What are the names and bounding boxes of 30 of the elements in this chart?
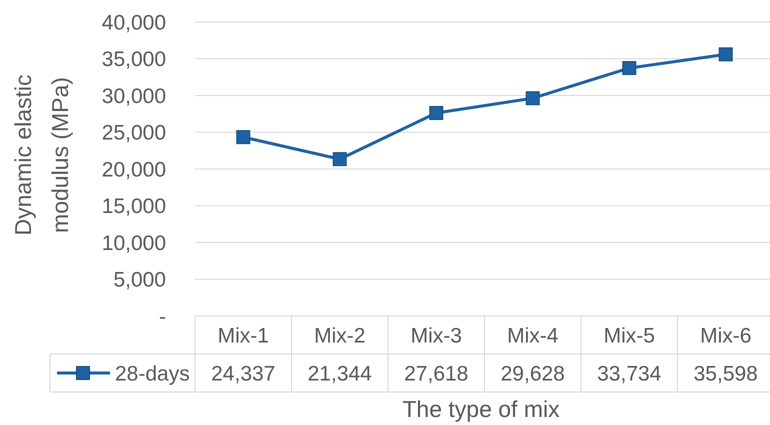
x-tick-label: Mix-3	[410, 324, 462, 348]
y-tick-label: 15,000	[102, 195, 166, 218]
data-label: 27,618	[404, 362, 468, 386]
legend-label: 28-days	[115, 362, 190, 386]
data-label: 21,344	[308, 362, 372, 386]
point	[526, 91, 540, 106]
y-tick-label: 20,000	[102, 158, 166, 182]
data-label: 35,598	[694, 362, 758, 386]
y-tick-label: 25,000	[102, 122, 166, 145]
y-tick-label: 40,000	[102, 11, 166, 34]
y-tick-label: -	[159, 305, 166, 328]
y-tick-label: 35,000	[102, 48, 166, 72]
data-label: 33,734	[597, 362, 662, 386]
point	[622, 61, 636, 76]
y-tick-label: 5,000	[113, 268, 166, 292]
y-tick-label: 30,000	[102, 84, 166, 108]
x-tick-label: Mix-6	[700, 324, 752, 348]
x-tick-label: Mix-2	[314, 324, 366, 348]
x-tick-label: Mix-5	[604, 324, 655, 348]
x-tick-label: Mix-1	[218, 324, 269, 348]
data-label: 29,628	[500, 362, 565, 386]
y-axis-title: Dynamic elastic modulus (MPa)	[10, 74, 73, 236]
point	[718, 47, 733, 62]
x-tick-label: Mix-4	[507, 324, 559, 348]
point	[429, 106, 444, 120]
y-tick-label: 10,000	[102, 232, 166, 255]
point	[332, 152, 347, 166]
x-axis-title: The type of mix	[402, 396, 560, 422]
data-label: 24,337	[211, 362, 276, 386]
point	[236, 130, 250, 144]
